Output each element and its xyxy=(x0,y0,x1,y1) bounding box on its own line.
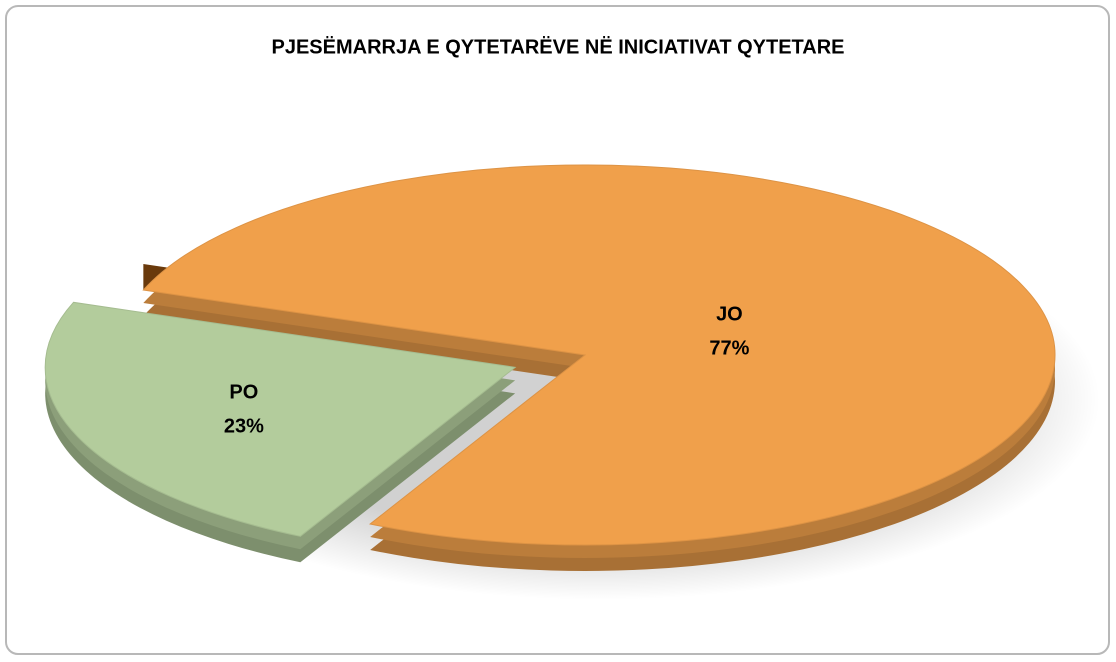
slice xyxy=(44,301,517,537)
slice-value-label: 77% xyxy=(709,337,749,359)
slice xyxy=(142,164,1056,546)
slice-value-label: 23% xyxy=(224,416,264,438)
chart-title: PJESËMARRJA E QYTETARËVE NË INICIATIVAT … xyxy=(271,35,844,58)
slice-label: PO xyxy=(229,382,258,404)
slice-label: JO xyxy=(716,303,743,325)
